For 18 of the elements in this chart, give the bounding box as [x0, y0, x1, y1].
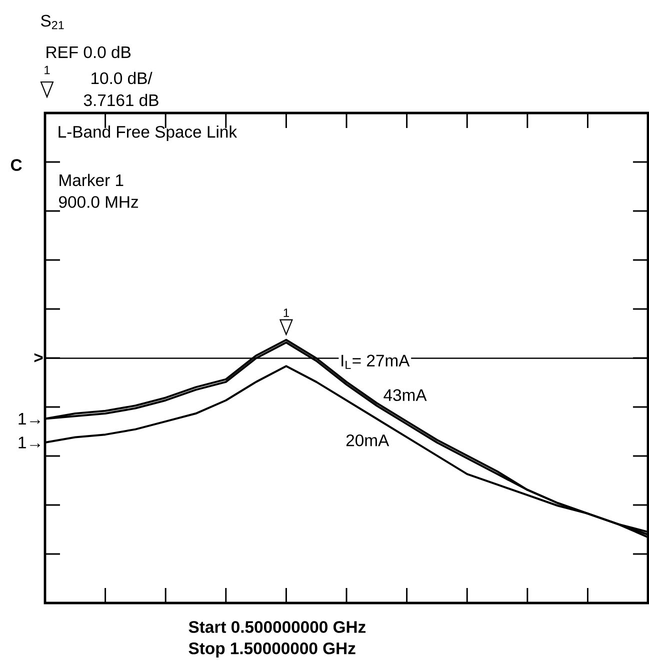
text: 900.0 MHz: [58, 196, 138, 208]
chart-title: L-Band Free Space Link: [58, 125, 237, 142]
text: 1→: [18, 436, 40, 448]
series-label: I$_{L}$= 27mA: [342, 354, 410, 369]
text: 10.0 dB/: [91, 72, 152, 84]
series-label: 43mA: [384, 389, 427, 402]
text: Marker 1: [60, 174, 124, 186]
text: C: [10, 159, 22, 171]
text: 1: [44, 66, 50, 74]
text: 1: [284, 308, 289, 317]
text: 1→: [18, 413, 40, 425]
series-label: 20mA: [346, 434, 390, 446]
text: S$_{21}$: [40, 14, 64, 30]
ref-line-label: >: [34, 353, 43, 362]
text: Stop 1.50000000 GHz: [188, 642, 356, 658]
text: REF 0.0 dB: [46, 46, 130, 58]
text: 3.7161 dB: [84, 94, 158, 106]
text: Start 0.500000000 GHz: [188, 621, 366, 633]
